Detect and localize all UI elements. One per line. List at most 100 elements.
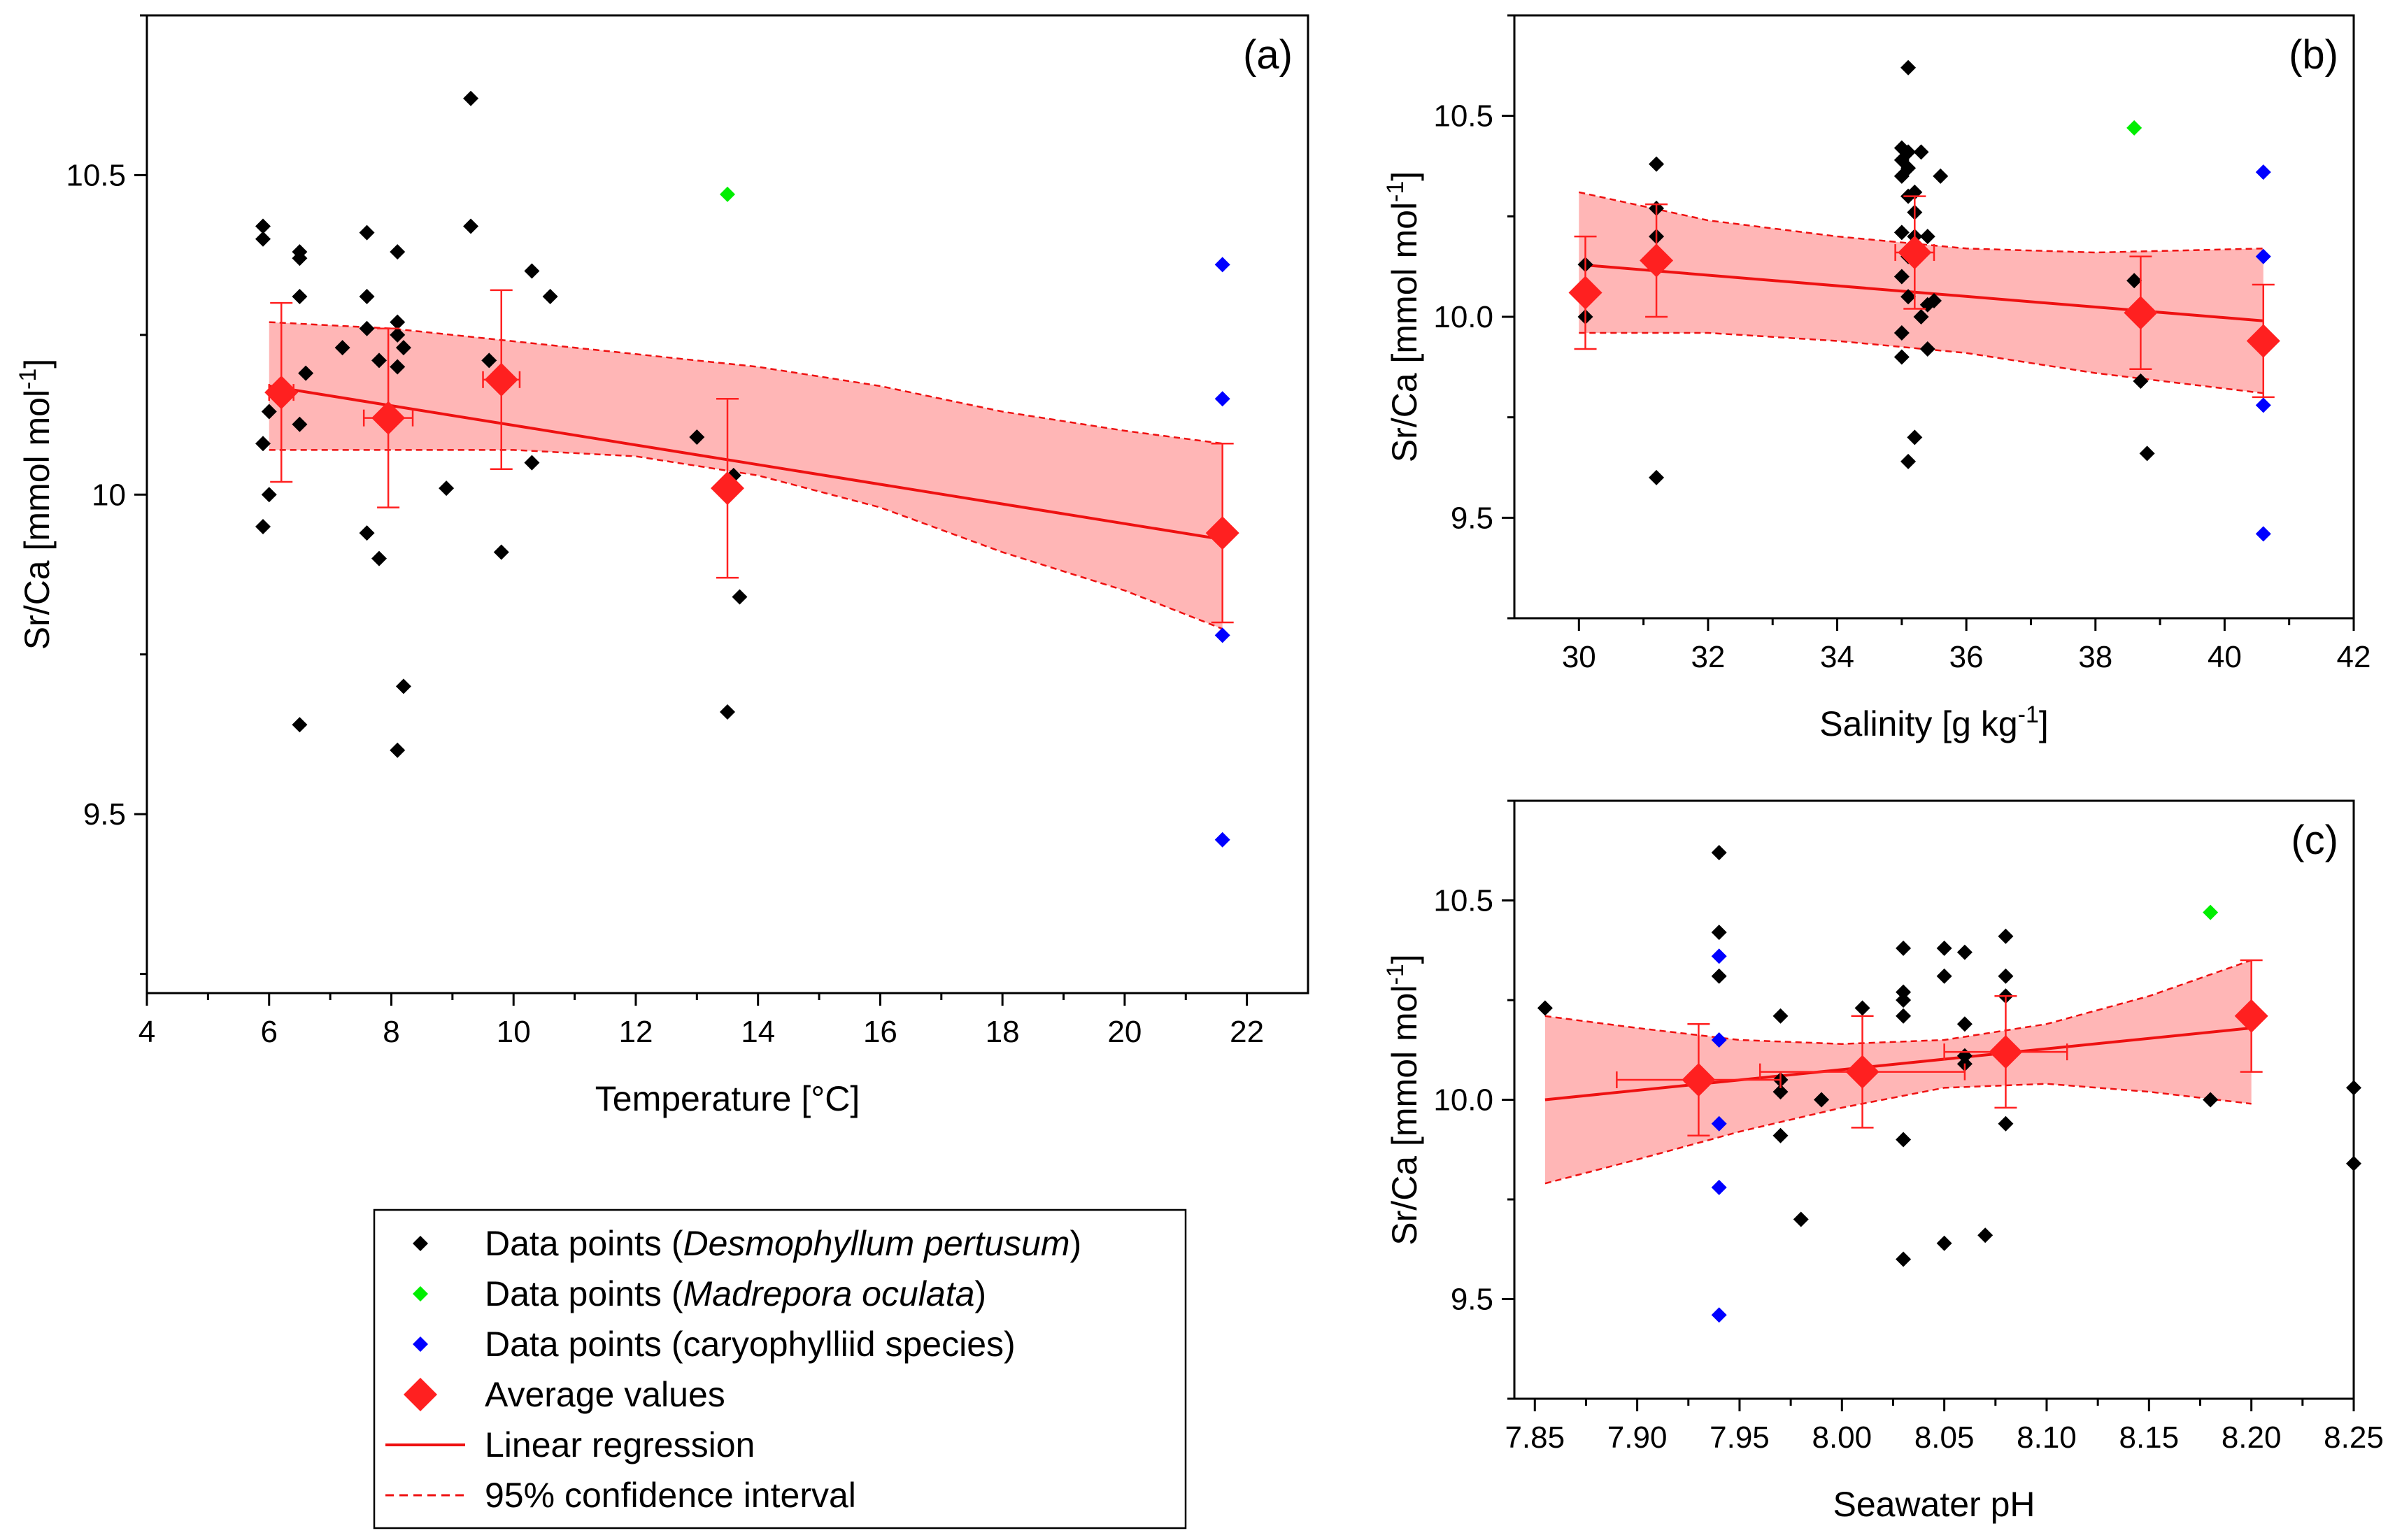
point-desmophyllum [1998, 968, 2014, 984]
point-desmophyllum [390, 244, 406, 260]
legend-label-ci: 95% confidence interval [485, 1476, 856, 1515]
point-desmophyllum [1900, 59, 1917, 76]
point-caryophylliid [1711, 1032, 1727, 1048]
x-tick-label: 8.05 [1914, 1420, 1975, 1455]
ci-lower-line [1579, 331, 2263, 394]
point-caryophylliid [2255, 397, 2271, 413]
average-marker [1568, 276, 1602, 310]
point-desmophyllum [1896, 940, 1912, 956]
point-madrepora [2203, 904, 2219, 920]
point-desmophyllum [390, 327, 406, 343]
point-desmophyllum [298, 365, 314, 381]
point-desmophyllum [255, 218, 271, 234]
point-desmophyllum [1900, 289, 1917, 305]
point-desmophyllum [1907, 429, 1923, 445]
panel-b-salinity: 30 32 34 36 38 40 42 9.5 10.0 10.5 (b) Salinity [g … [1382, 14, 2371, 743]
point-desmophyllum [1772, 1008, 1789, 1024]
x-tick-label: 4 [138, 1015, 155, 1049]
point-caryophylliid [1214, 832, 1230, 848]
point-desmophyllum [1956, 944, 1973, 960]
point-desmophyllum [359, 320, 375, 336]
average-marker [2234, 999, 2268, 1033]
legend: Data points (Desmophyllum pertusum) Data … [373, 1209, 1187, 1530]
point-desmophyllum [255, 436, 271, 452]
point-desmophyllum [1649, 156, 1665, 172]
point-caryophylliid [1214, 391, 1230, 407]
legend-label-madrepora: Data points (Madrepora oculata) [485, 1274, 986, 1313]
point-desmophyllum [334, 340, 350, 356]
x-tick-label: 42 [2337, 640, 2371, 674]
average-marker [264, 376, 299, 410]
point-desmophyllum [1711, 845, 1727, 861]
point-desmophyllum [1649, 469, 1665, 485]
plot-frame [145, 14, 1309, 994]
y-tick-label: 10.5 [1433, 99, 1493, 134]
point-desmophyllum [1998, 1115, 2014, 1132]
legend-label-caryophylliid: Data points (caryophylliid species) [485, 1325, 1016, 1364]
y-axis-label-end: ] [1385, 171, 1424, 181]
x-tick-label: 8.15 [2119, 1420, 2179, 1455]
x-axis-label-end: ] [2039, 704, 2049, 743]
point-desmophyllum [689, 429, 705, 445]
y-axis-label-end: ] [1385, 954, 1424, 964]
y-axis-label-superscript: -1 [1382, 181, 1409, 202]
point-desmophyllum [292, 717, 308, 733]
point-caryophylliid [1711, 1179, 1727, 1195]
y-tick-label: 10 [92, 478, 126, 512]
y-tick-label: 9.5 [1451, 501, 1493, 535]
legend-label-regression: Linear regression [485, 1425, 755, 1464]
point-caryophylliid [1711, 948, 1727, 964]
panel-c-ph: 7.85 7.90 7.95 8.00 8.05 8.10 8.15 8.20 8.25 9.5 1… [1382, 799, 2384, 1524]
point-desmophyllum [1814, 1092, 1830, 1108]
y-axis-label: Sr/Ca [mmol mol-1] [1382, 954, 1424, 1245]
y-axis-label: Sr/Ca [mmol mol-1] [15, 359, 57, 650]
x-tick-label: 18 [986, 1015, 1020, 1049]
average-marker [1989, 1035, 2023, 1069]
point-desmophyllum [1711, 925, 1727, 941]
x-tick-label: 16 [863, 1015, 897, 1049]
x-tick-label: 38 [2078, 640, 2112, 674]
average-marker [1682, 1063, 1716, 1097]
point-desmophyllum [1537, 1000, 1553, 1016]
point-desmophyllum [439, 480, 455, 497]
point-desmophyllum [395, 340, 411, 356]
x-axis-label: Seawater pH [1833, 1485, 2035, 1524]
average-marker [484, 362, 518, 397]
x-tick-label: 8.10 [2017, 1420, 2077, 1455]
point-desmophyllum [732, 589, 748, 605]
point-desmophyllum [2133, 373, 2149, 389]
x-tick-label: 8 [383, 1015, 399, 1049]
point-caryophylliid [1214, 257, 1230, 273]
point-desmophyllum [524, 263, 540, 279]
point-desmophyllum [2126, 273, 2142, 289]
point-desmophyllum [1936, 940, 1952, 956]
x-tick-label: 12 [618, 1015, 653, 1049]
point-desmophyllum [481, 352, 497, 369]
point-desmophyllum [1896, 992, 1912, 1008]
legend-label-italic: Desmophyllum pertusum [683, 1224, 1069, 1263]
point-desmophyllum [1896, 1008, 1912, 1024]
ci-band [269, 322, 1223, 629]
legend-swatch-average [404, 1378, 437, 1411]
point-caryophylliid [2255, 164, 2271, 180]
point-desmophyllum [390, 359, 406, 375]
x-tick-label: 8.25 [2324, 1420, 2384, 1455]
x-axis-label-superscript: -1 [2018, 701, 2039, 728]
x-tick-label: 32 [1691, 640, 1725, 674]
point-desmophyllum [255, 231, 271, 247]
point-desmophyllum [261, 487, 277, 503]
average-marker [1205, 516, 1239, 550]
point-desmophyllum [1893, 168, 1910, 184]
ci-lower-line [269, 449, 1223, 630]
point-desmophyllum [720, 704, 735, 720]
point-desmophyllum [1893, 325, 1910, 341]
ci-upper-line [269, 321, 1223, 445]
average-marker [371, 401, 406, 435]
y-tick-label: 9.5 [83, 797, 126, 832]
y-tick-label: 9.5 [1451, 1283, 1493, 1317]
panel-a-temperature: 4 6 8 10 12 14 16 18 20 22 9.5 10 10.5 (a) Temperature… [15, 14, 1309, 1118]
legend-label-desmophyllum: Data points (Desmophyllum pertusum) [485, 1224, 1081, 1263]
point-desmophyllum [1893, 224, 1910, 241]
point-caryophylliid [1711, 1307, 1727, 1323]
